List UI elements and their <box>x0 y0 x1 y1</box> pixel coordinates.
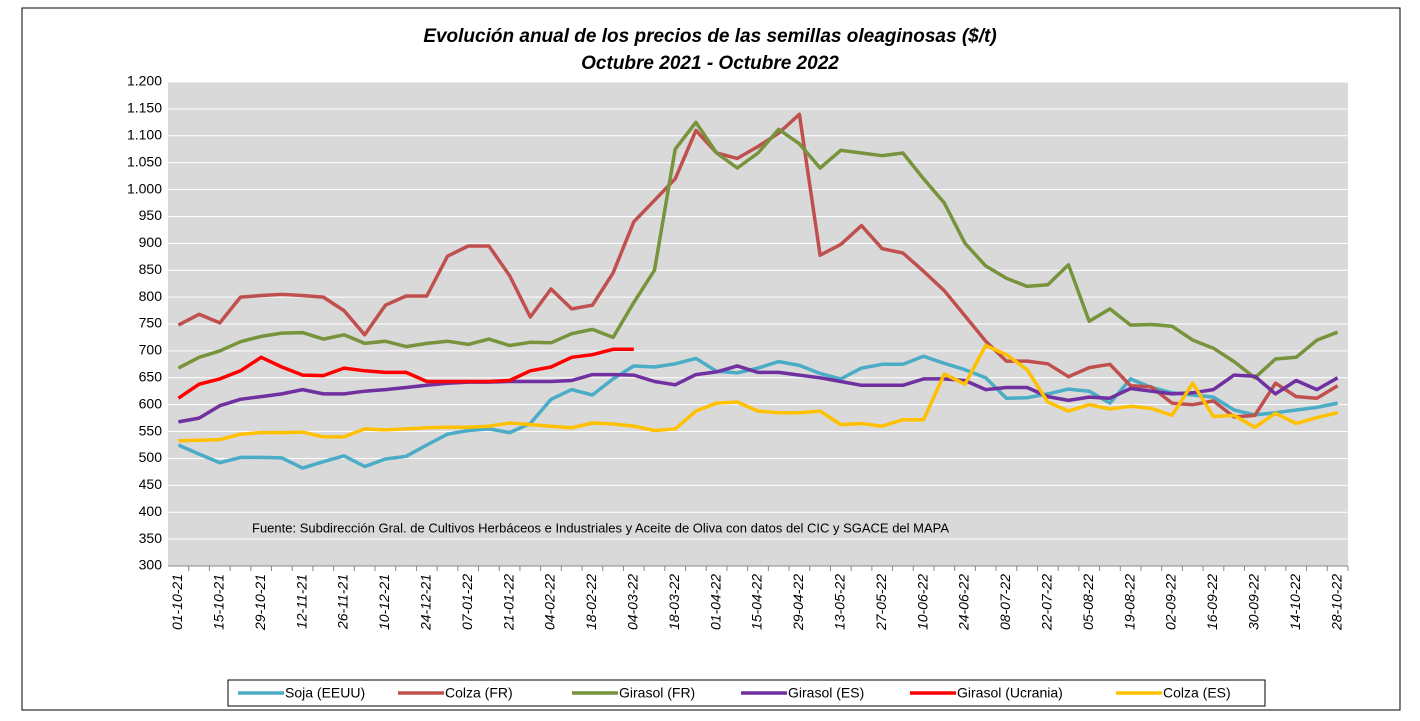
x-tick-label: 13-05-22 <box>832 574 848 630</box>
x-tick-label: 10-12-21 <box>376 574 392 630</box>
series-line <box>177 112 1339 419</box>
y-tick-label: 850 <box>139 261 163 277</box>
y-tick-label: 300 <box>139 557 163 573</box>
series-line <box>178 343 1339 443</box>
x-tick-label: 28-10-22 <box>1328 574 1344 631</box>
x-tick-label: 16-09-22 <box>1204 574 1220 630</box>
x-tick-label: 24-12-21 <box>417 574 433 631</box>
legend-label: Soja (EEUU) <box>285 685 365 701</box>
y-tick-label: 1.050 <box>127 153 162 169</box>
y-tick-label: 950 <box>139 207 163 223</box>
x-tick-label: 15-10-21 <box>210 574 226 630</box>
legend-label: Girasol (FR) <box>619 685 695 701</box>
x-tick-label: 14-10-22 <box>1287 574 1303 630</box>
series-line <box>177 120 1339 380</box>
legend-label: Girasol (ES) <box>788 685 864 701</box>
x-tick-label: 15-04-22 <box>749 574 765 630</box>
y-tick-label: 350 <box>139 530 163 546</box>
y-tick-label: 750 <box>139 315 163 331</box>
x-tick-label: 21-01-22 <box>500 574 516 631</box>
x-tick-label: 01-04-22 <box>707 574 723 630</box>
x-tick-label: 30-09-22 <box>1246 574 1262 630</box>
x-tick-label: 04-02-22 <box>542 574 558 630</box>
x-tick-label: 04-03-22 <box>624 574 640 630</box>
y-tick-label: 1.100 <box>127 126 162 142</box>
y-tick-label: 1.150 <box>127 100 162 116</box>
x-tick-label: 24-06-22 <box>956 574 972 631</box>
legend-label: Girasol (Ucrania) <box>957 685 1063 701</box>
x-tick-label: 02-09-22 <box>1163 574 1179 630</box>
x-tick-label: 18-02-22 <box>583 574 599 630</box>
x-tick-label: 18-03-22 <box>666 574 682 630</box>
x-tick-label: 27-05-22 <box>873 574 889 631</box>
y-tick-label: 1.200 <box>127 73 162 89</box>
y-tick-label: 900 <box>139 234 163 250</box>
chart-subtitle: Octubre 2021 - Octubre 2022 <box>581 53 839 74</box>
y-tick-label: 450 <box>139 476 163 492</box>
series-line <box>177 347 634 400</box>
x-tick-label: 01-10-21 <box>169 574 185 630</box>
legend-label: Colza (ES) <box>1163 685 1231 701</box>
x-tick-label: 12-11-21 <box>293 574 309 629</box>
chart-title: Evolución anual de los precios de las se… <box>423 26 996 47</box>
y-tick-label: 550 <box>139 422 163 438</box>
x-tick-label: 26-11-21 <box>335 574 351 630</box>
x-tick-label: 08-07-22 <box>997 574 1013 630</box>
y-tick-label: 400 <box>139 503 163 519</box>
x-tick-label: 29-10-21 <box>252 574 268 631</box>
series-line <box>177 354 1338 470</box>
y-tick-label: 700 <box>139 342 163 358</box>
x-tick-label: 29-04-22 <box>790 574 806 631</box>
source-note: Fuente: Subdirección Gral. de Cultivos H… <box>252 520 949 535</box>
series-line <box>178 364 1339 424</box>
x-tick-label: 07-01-22 <box>459 574 475 630</box>
x-tick-label: 10-06-22 <box>914 574 930 630</box>
x-tick-label: 19-08-22 <box>1121 574 1137 630</box>
x-tick-label: 22-07-22 <box>1039 574 1055 631</box>
y-tick-label: 1.000 <box>127 180 162 196</box>
y-tick-label: 650 <box>139 368 163 384</box>
y-tick-label: 600 <box>139 395 163 411</box>
legend-label: Colza (FR) <box>445 685 513 701</box>
x-tick-label: 05-08-22 <box>1080 574 1096 630</box>
y-tick-label: 500 <box>139 449 163 465</box>
y-tick-label: 800 <box>139 288 163 304</box>
